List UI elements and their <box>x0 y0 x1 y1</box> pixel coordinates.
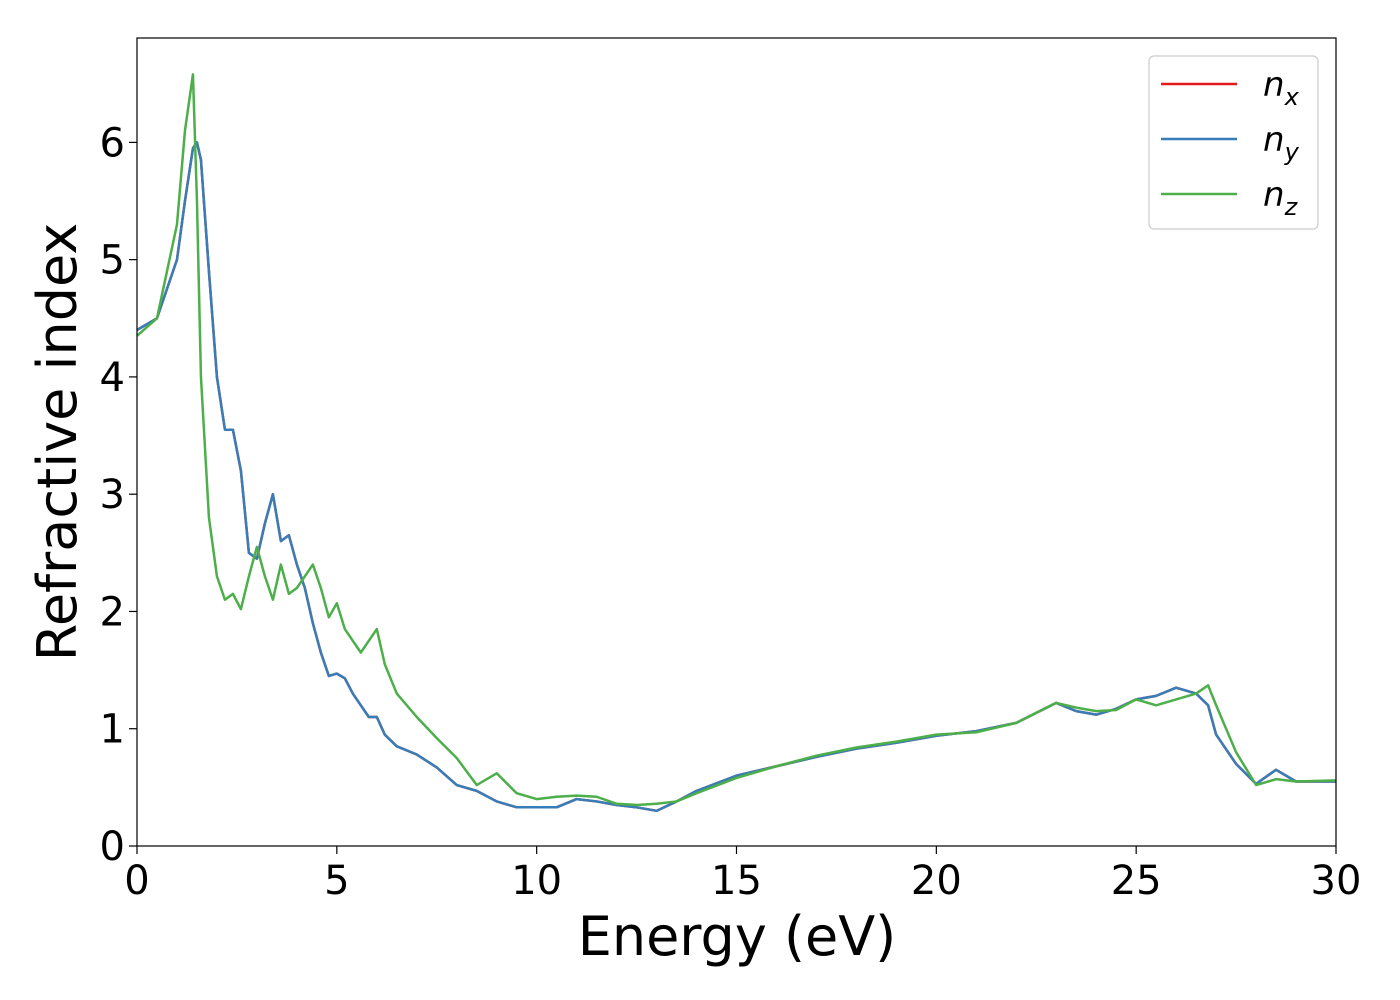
x-tick-label: 20 <box>911 858 962 904</box>
x-tick-label: 0 <box>124 858 149 904</box>
legend-box <box>1148 55 1319 230</box>
y-tick-label: 3 <box>100 472 125 518</box>
y-tick-label: 6 <box>100 120 125 166</box>
legend: nx ny nz <box>1148 55 1319 230</box>
data-line <box>136 141 1336 813</box>
y-tick-label: 5 <box>100 238 125 284</box>
y-tick-label: 2 <box>100 589 125 635</box>
y-tick-label: 1 <box>100 707 125 753</box>
data-line <box>136 73 1337 807</box>
legend-label: nz <box>1263 175 1299 221</box>
x-tick-label: 30 <box>1311 858 1362 904</box>
y-tick-label: 4 <box>100 355 125 401</box>
x-tick-label: 5 <box>324 858 349 904</box>
data-line <box>136 141 1336 813</box>
x-tick-label: 25 <box>1111 858 1162 904</box>
legend-label: nx <box>1263 65 1300 111</box>
y-axis-label: Refractive index <box>26 223 89 662</box>
legend-label: ny <box>1263 120 1300 166</box>
x-axis-label: Energy (eV) <box>578 905 897 968</box>
x-tick-label: 10 <box>511 858 562 904</box>
x-tick-label: 15 <box>711 858 762 904</box>
plot-frame <box>136 37 1337 847</box>
y-tick-label: 0 <box>100 824 125 870</box>
